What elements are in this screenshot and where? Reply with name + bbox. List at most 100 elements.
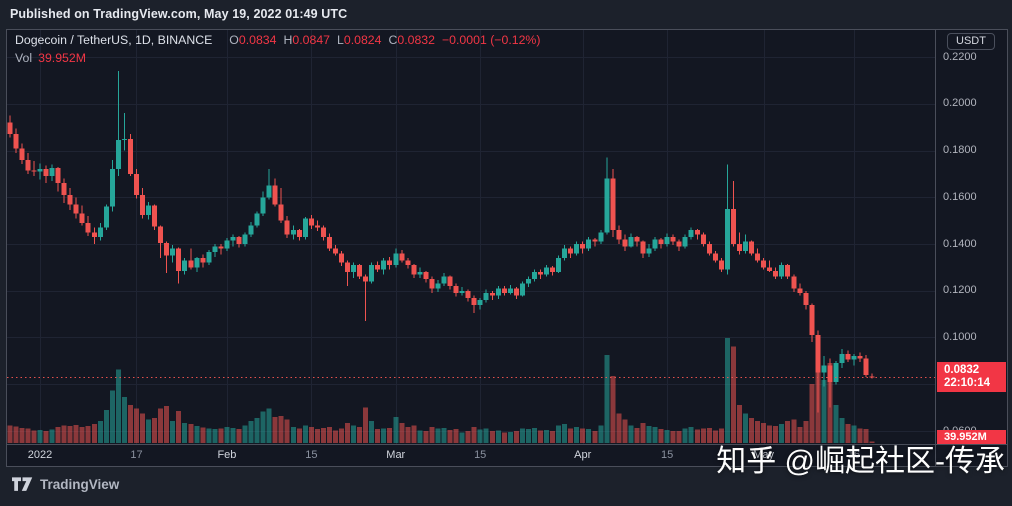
volume-bar [188,424,194,443]
volume-bar [127,405,133,443]
ohlc-number: 0.0834 [238,33,277,47]
candle-body [743,241,749,252]
volume-bar [574,427,580,443]
candle-body [320,227,326,237]
symbol-title[interactable]: Dogecoin / TetherUS, 1D, BINANCE [15,33,213,47]
candle-body [761,260,767,268]
volume-bar [833,405,839,443]
volume-bar [248,421,254,443]
volume-bar [773,426,779,443]
volume-bar [49,429,55,443]
candle-body [164,242,170,256]
volume-bar [308,427,314,443]
candle-body [634,236,640,242]
candle-body [326,236,332,249]
candle-body [188,260,194,268]
volume-bar [31,430,37,443]
volume-bar [290,427,296,443]
candle-body [387,260,393,266]
volume-bar [712,430,718,443]
candle-body [694,229,700,235]
candle-body [339,253,344,263]
ohlc-number: 0.0832 [397,33,435,47]
candle-body [351,265,357,273]
published-banner: Published on TradingView.com, May 19, 20… [10,7,348,21]
volume-bar [821,380,827,443]
volume-bar [170,421,176,443]
candle-body [598,232,604,242]
volume-bar [55,427,61,443]
last-price-value: 0.0832 [944,364,980,376]
tradingview-logo-icon[interactable] [12,477,33,492]
candle-body [465,290,471,298]
volume-bar [164,406,170,443]
chart-frame [6,29,1008,467]
volume-bar [441,427,447,443]
price-tick-label: 0.1000 [943,331,977,343]
volume-bar [501,432,507,443]
candle-body [67,194,73,205]
volume-bar [230,427,236,443]
candle-body [453,286,459,294]
volume-bar [375,429,381,443]
candle-body [791,276,797,289]
volume-bar [586,429,592,443]
candle-body [399,253,405,261]
candle-body [308,218,314,226]
candle-body [158,226,164,243]
volume-bar [459,432,465,443]
volume-bar [369,421,375,443]
time-tick-label: Apr [574,449,592,461]
candle-body [25,159,31,171]
volume-bar [91,424,97,443]
volume-axis-label: 39.952M [937,430,1006,444]
volume-bar [556,425,562,443]
candle-body [676,241,682,247]
volume-label: Vol [15,51,33,65]
candle-body [115,139,121,170]
brand-name[interactable]: TradingView [40,477,120,492]
candle-body [821,365,827,373]
candle-body [447,276,453,287]
candle-body [507,288,513,294]
candle-body [13,134,19,149]
volume-bar [646,426,652,443]
volume-bar [43,430,49,443]
candle-body [284,220,290,235]
candle-body [574,244,580,254]
candle-body [749,241,755,254]
volume-bar [200,427,206,443]
time-tick-label: Feb [217,449,237,461]
volume-bar [483,428,489,443]
candle-body [586,239,592,249]
ohlc-number: 0.0847 [292,33,331,47]
change-value: −0.0001 (−0.12%) [442,33,541,47]
volume-bar [254,417,260,443]
candle-body [568,248,574,254]
volume-bar [688,427,694,443]
chart-legend: Dogecoin / TetherUS, 1D, BINANCE O0.0834 H… [15,33,540,47]
time-tick-label: 16 [847,449,861,461]
candle-body [779,265,785,277]
candle-body [652,239,658,249]
volume-bar [519,428,525,443]
volume-bar [562,424,568,443]
time-tick-label: 17 [130,449,143,461]
volume-bar [616,413,622,443]
candle-body [483,293,489,301]
zhihu-watermark: 知乎 @崛起社区-传承 [716,445,1005,478]
candle-body [272,185,278,205]
ohlc-letter: L [337,33,344,47]
candle-body [296,229,302,237]
volume-bar [345,422,351,443]
candle-body [133,173,139,195]
volume-bar [743,413,749,443]
currency-badge[interactable]: USDT [947,33,995,50]
candle-body [260,197,266,214]
candle-body [803,293,809,305]
candle-body [182,260,188,271]
volume-bar [622,419,628,443]
volume-bar [260,411,266,443]
candle-body [537,272,543,275]
